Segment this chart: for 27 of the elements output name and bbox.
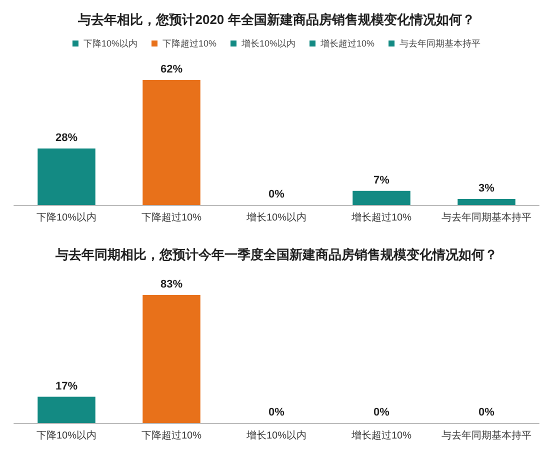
- x-tick-label: 增长超过10%: [350, 430, 412, 442]
- legend-label: 与去年同期基本持平: [400, 38, 481, 48]
- x-tick-label: 与去年同期基本持平: [442, 212, 532, 224]
- data-label: 0%: [268, 188, 285, 200]
- legend-label: 下降超过10%: [162, 38, 216, 48]
- x-tick-label: 下降10%以内: [36, 212, 97, 224]
- legend-label: 增长10%以内: [240, 38, 296, 48]
- x-tick-label: 下降超过10%: [141, 430, 202, 442]
- x-tick-label: 下降10%以内: [36, 430, 97, 442]
- legend-label: 增长超过10%: [320, 38, 375, 48]
- data-label: 0%: [478, 406, 495, 418]
- data-label: 28%: [55, 132, 78, 144]
- data-label: 7%: [374, 174, 390, 186]
- data-label: 3%: [478, 182, 495, 194]
- chart-title: 与去年相比，您预计2020 年全国新建商品房销售规模变化情况如何？: [77, 12, 475, 27]
- data-label: 83%: [160, 278, 183, 290]
- x-tick-label: 增长超过10%: [350, 212, 412, 224]
- legend-label: 下降10%以内: [83, 38, 138, 48]
- x-tick-label: 增长10%以内: [245, 430, 307, 442]
- x-tick-label: 下降超过10%: [141, 212, 202, 224]
- data-label: 17%: [55, 380, 78, 392]
- x-tick-label: 增长10%以内: [245, 212, 307, 224]
- data-label: 0%: [268, 406, 285, 418]
- chart-title: 与去年同期相比，您预计今年一季度全国新建商品房销售规模变化情况如何？: [54, 247, 498, 262]
- data-label: 0%: [374, 406, 390, 418]
- data-label: 62%: [160, 64, 183, 76]
- x-tick-label: 与去年同期基本持平: [442, 430, 532, 442]
